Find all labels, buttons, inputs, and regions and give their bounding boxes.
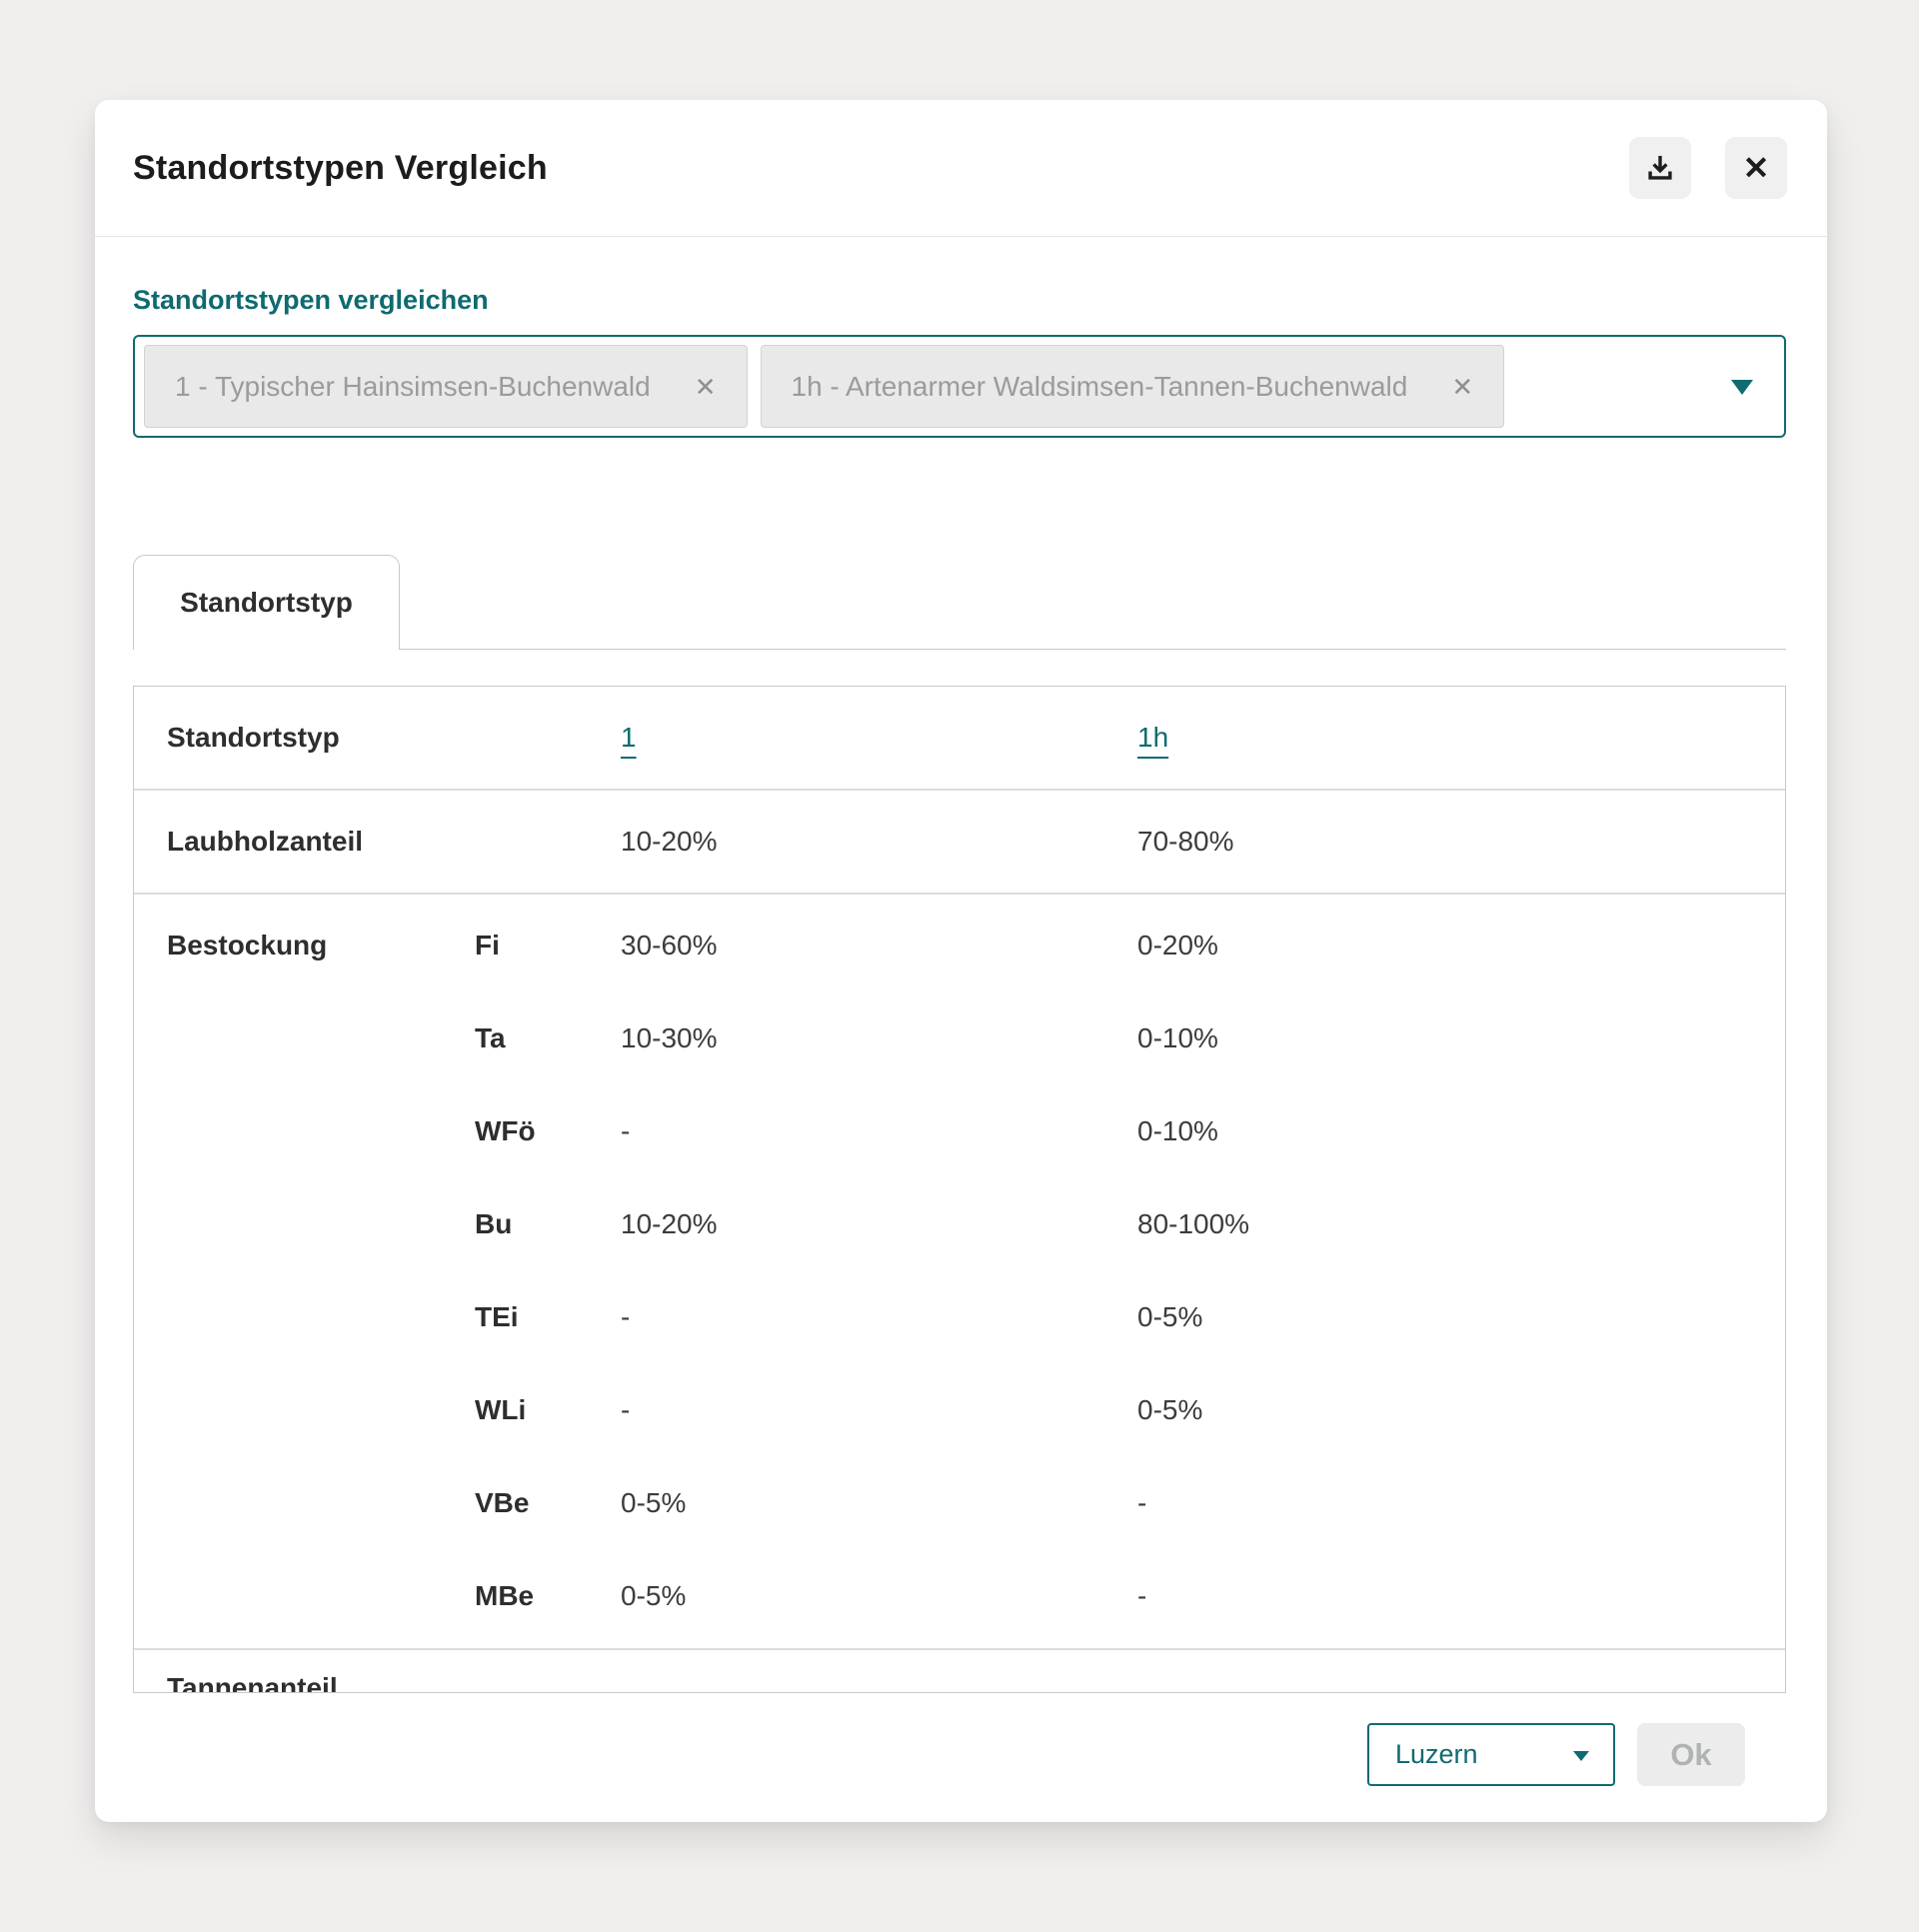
value-col-1: 0-5%	[621, 1486, 687, 1518]
dialog-header: Standortstypen Vergleich ✕	[95, 100, 1827, 237]
chip-label: 1 - Typischer Hainsimsen-Buchenwald	[175, 370, 651, 402]
selected-chip-1: 1 - Typischer Hainsimsen-Buchenwald ✕	[144, 345, 748, 428]
chevron-down-icon[interactable]	[1731, 379, 1753, 395]
value-col-1: -	[621, 1300, 631, 1332]
value-col-1: 0-5%	[621, 1579, 687, 1611]
value-col-1h: -	[1137, 1579, 1147, 1611]
region-select[interactable]: Luzern	[1367, 1723, 1615, 1786]
close-icon: ✕	[1742, 150, 1770, 186]
standortstyp-multiselect[interactable]: 1 - Typischer Hainsimsen-Buchenwald ✕ 1h…	[133, 335, 1786, 438]
value-col-1h: 70-80%	[1137, 826, 1234, 857]
tabs-spacer	[400, 555, 1786, 650]
value-col-1h: 0-5%	[1137, 1393, 1203, 1425]
standortstyp-1h-link[interactable]: 1h	[1137, 722, 1169, 753]
table-header-row: Standortstyp 1 1h	[134, 687, 1785, 791]
dialog-footer: Luzern Ok	[133, 1723, 1786, 1786]
value-col-1h: 0-20%	[1137, 929, 1218, 961]
row-label: Bestockung	[167, 929, 328, 961]
value-col-1: 10-20%	[621, 1207, 718, 1239]
row-label: Tannenanteil	[167, 1672, 338, 1693]
species-code: Bu	[475, 1207, 513, 1239]
page-title: Standortstypen Vergleich	[133, 148, 548, 187]
comparison-table: Standortstyp 1 1h Laubholzanteil 10-20% …	[133, 686, 1786, 1693]
value-col-1: -	[621, 1393, 631, 1425]
ok-button[interactable]: Ok	[1637, 1723, 1745, 1786]
tab-standortstyp[interactable]: Standortstyp	[133, 555, 400, 650]
value-col-1h: 80-100%	[1137, 1207, 1250, 1239]
tab-label: Standortstyp	[180, 587, 353, 618]
species-code: MBe	[475, 1579, 535, 1611]
header-actions: ✕	[1629, 137, 1787, 199]
value-col-1: 30-60%	[621, 929, 718, 961]
table-row-tannenanteil: Tannenanteil	[134, 1650, 1785, 1693]
chip-label: 1h - Artenarmer Waldsimsen-Tannen-Buchen…	[791, 370, 1408, 402]
close-button[interactable]: ✕	[1725, 137, 1787, 199]
chip-remove-icon[interactable]: ✕	[1451, 371, 1474, 402]
species-code: Fi	[475, 929, 500, 961]
download-button[interactable]	[1629, 137, 1691, 199]
species-code: WLi	[475, 1393, 527, 1425]
value-col-1: 10-20%	[621, 826, 718, 857]
value-col-1h: 0-10%	[1137, 1021, 1218, 1053]
chevron-down-icon	[1573, 1750, 1589, 1761]
region-select-value: Luzern	[1395, 1739, 1478, 1769]
standortstyp-1-link[interactable]: 1	[621, 722, 637, 753]
value-col-1: 10-30%	[621, 1021, 718, 1053]
table-row-laubholzanteil: Laubholzanteil 10-20% 70-80%	[134, 791, 1785, 895]
value-col-1: -	[621, 1114, 631, 1146]
compare-section-label: Standortstypen vergleichen	[133, 285, 489, 315]
value-col-1h: 0-5%	[1137, 1300, 1203, 1332]
value-col-1h: -	[1137, 1486, 1147, 1518]
species-code: VBe	[475, 1486, 530, 1518]
table-group-bestockung: Bestockung Fi 30-60% 0-20% Ta 10-30% 0-1…	[134, 895, 1785, 1650]
row-label: Laubholzanteil	[167, 826, 363, 857]
value-col-1h: 0-10%	[1137, 1114, 1218, 1146]
standortstypen-vergleich-dialog: Standortstypen Vergleich ✕ Standortstype…	[95, 100, 1827, 1822]
species-code: Ta	[475, 1021, 506, 1053]
tabs-bar: Standortstyp	[133, 555, 1786, 650]
row-label: Standortstyp	[167, 722, 340, 753]
download-icon	[1643, 151, 1677, 185]
selected-chip-1h: 1h - Artenarmer Waldsimsen-Tannen-Buchen…	[760, 345, 1505, 428]
species-code: WFö	[475, 1114, 536, 1146]
species-code: TEi	[475, 1300, 519, 1332]
chip-remove-icon[interactable]: ✕	[694, 371, 717, 402]
dialog-body: Standortstypen vergleichen 1 - Typischer…	[95, 283, 1827, 1786]
